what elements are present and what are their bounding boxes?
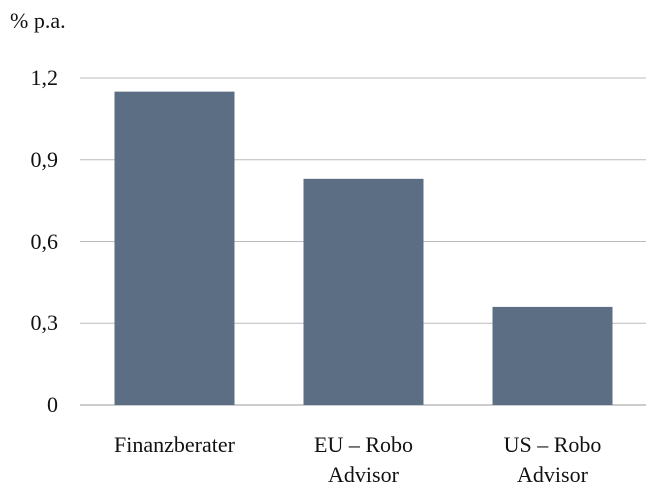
bar [114,91,235,405]
y-tick-label: 0,9 [30,146,59,172]
bar [492,306,613,405]
x-tick-label: EU – Robo Advisor [314,432,413,487]
y-tick-label: 0 [47,392,58,417]
y-tick-label: 0,3 [30,310,59,336]
y-axis-label: % p.a. [10,8,66,33]
y-tick-label: 1,2 [30,65,59,90]
bar [303,178,424,405]
x-tick-label: US – Robo Advisor [503,432,602,487]
y-tick-label: 0,6 [30,228,59,254]
x-tick-label: Finanzberater [114,432,235,457]
